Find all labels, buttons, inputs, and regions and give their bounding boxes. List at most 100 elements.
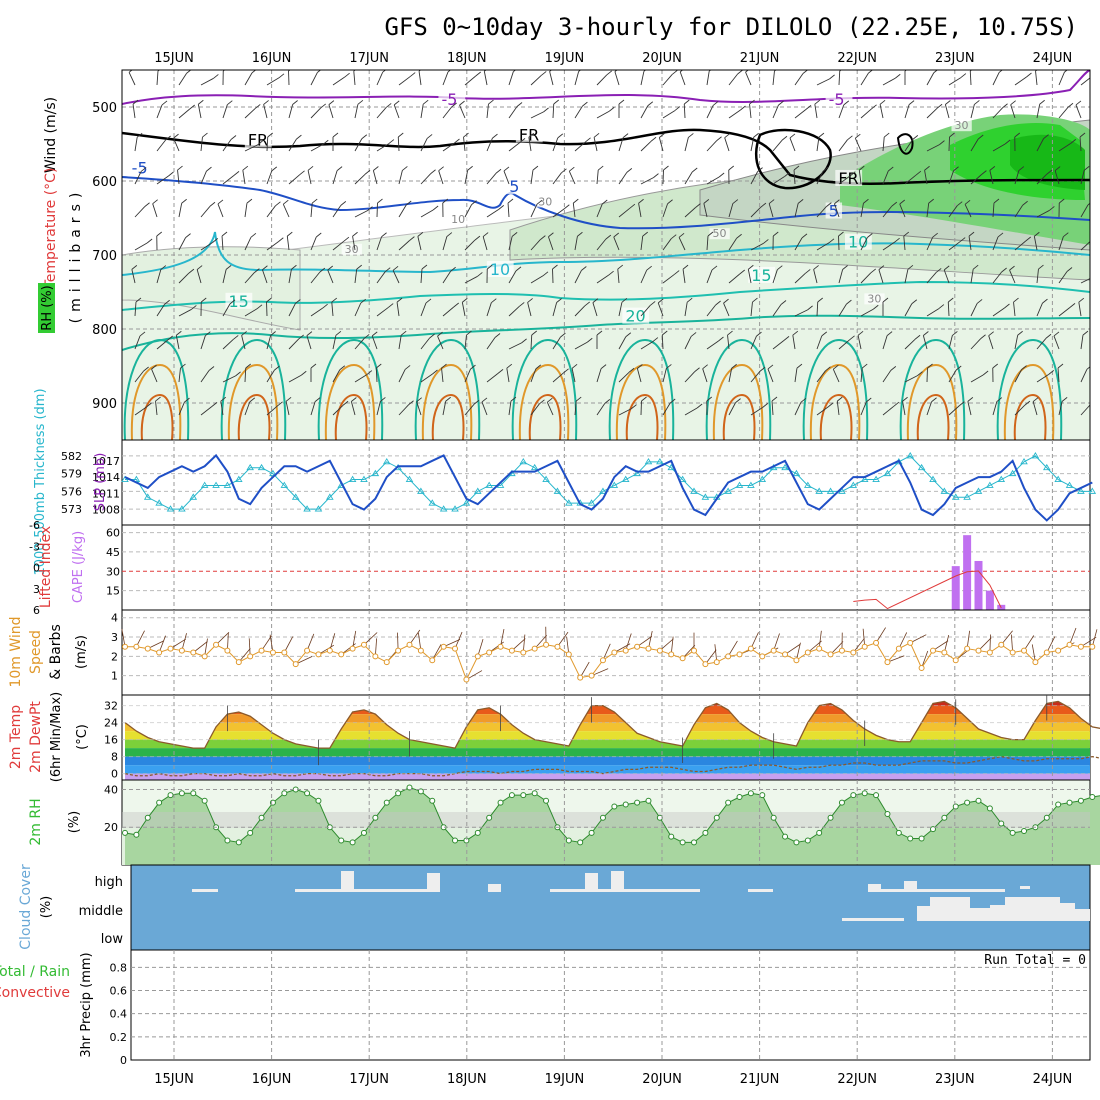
wind-barbs [128, 70, 1090, 416]
wind-barb [679, 71, 686, 86]
wind-barb [658, 137, 664, 152]
wind10-point [486, 649, 493, 656]
wind-barb-flag [274, 365, 280, 371]
wind10-barb [204, 638, 208, 657]
wind-barb-flag [974, 100, 980, 105]
wind-barb-flag [653, 173, 659, 178]
wind-barb-flag [322, 303, 328, 309]
wind-barb-flag [907, 264, 914, 270]
wind-barb-flag [694, 367, 700, 373]
thickness-point [1042, 463, 1051, 471]
wind-barb [242, 170, 246, 185]
wind-barb [1058, 236, 1064, 251]
wind-barb [750, 206, 762, 218]
thickness-point [121, 475, 129, 482]
wind-barb [152, 203, 158, 218]
thickness-point [929, 475, 937, 482]
wind-barb-flag [804, 269, 811, 274]
wind-barb-flag [797, 199, 804, 204]
cloud-clear-segment [192, 889, 218, 892]
wind-barb-flag [343, 236, 350, 242]
thickness-point [530, 463, 539, 471]
wind-barb [530, 204, 538, 218]
label-minmax: (6hr Min/Max) [49, 692, 64, 782]
label-cloud-units: (%) [39, 896, 54, 919]
wind-barb-flag [702, 364, 708, 370]
wind-barb-flag [475, 71, 482, 77]
wind-barb-flag [363, 334, 370, 339]
thickness-point [860, 475, 869, 482]
wind-barb [222, 269, 227, 284]
wind-barb [943, 269, 950, 284]
wind-barb-flag [1045, 333, 1052, 339]
temp-band [125, 731, 1090, 740]
wind-barb [640, 305, 651, 317]
thickness-point [792, 469, 801, 477]
wind-barb-flag [707, 231, 714, 237]
wind-barb [858, 170, 862, 185]
wind-barb [572, 203, 576, 218]
wind-barb-flag [328, 100, 335, 105]
wind-barb [398, 240, 410, 251]
rh2m-point [588, 829, 595, 836]
thickness-point [439, 505, 448, 512]
wind10-point [1066, 641, 1073, 648]
wind-barb [1079, 137, 1082, 152]
wind10-point [929, 647, 936, 654]
li-tick: -3 [29, 540, 40, 553]
wind10-point [326, 647, 333, 654]
wind-barb [530, 275, 544, 284]
wind-barb-flag [992, 363, 999, 369]
wind-barb-flag [800, 397, 807, 403]
wind-barb-flag [402, 166, 408, 171]
wind-barb [178, 108, 191, 119]
wind10-point [986, 649, 993, 656]
pressure-tick: 900 [92, 397, 117, 412]
wind-barb [376, 236, 382, 251]
wind-barb [354, 210, 368, 218]
contour-15-loop [802, 338, 869, 440]
rh2m-point [486, 814, 493, 821]
wind-barb [530, 170, 534, 185]
wind-barb-flag [829, 74, 835, 80]
wind-barb [970, 174, 982, 185]
wind-barb-flag [871, 104, 877, 110]
wind-barb [860, 108, 872, 119]
wind-barb [860, 308, 874, 317]
wind10-point [543, 641, 550, 648]
pressure-tick: 600 [92, 175, 117, 190]
wind-barb-flag [914, 334, 921, 340]
thickness-tick: 579 [61, 468, 82, 481]
wind10-point [1021, 647, 1028, 654]
wind-barb [282, 204, 290, 218]
wind-barb [706, 236, 709, 251]
wind-barb-flag [736, 233, 742, 239]
thickness-point [542, 475, 550, 482]
wind-barb-flag [650, 136, 657, 142]
wind-barb [750, 406, 763, 416]
wind-barb [992, 271, 1002, 284]
rh2m-point [1066, 799, 1073, 806]
wind-barb [332, 335, 337, 350]
wind-barb-flag [771, 396, 778, 402]
wind10-barb [830, 641, 844, 655]
wind-barb [1013, 302, 1016, 317]
wind-barb-flag [532, 165, 539, 171]
wind-barb [702, 368, 708, 383]
wind-barb [266, 205, 276, 218]
thickness-point [178, 505, 186, 512]
wind10-barb [978, 637, 992, 651]
wind10-point [281, 649, 288, 656]
wind-barb-flag [241, 331, 247, 336]
bottom-date-label: 22JUN [837, 1072, 877, 1087]
top-date-label: 20JUN [642, 51, 682, 66]
wind-barb [1035, 71, 1038, 86]
wind-barb-flag [213, 74, 219, 79]
thickness-point [644, 457, 653, 465]
wind-barb-flag [988, 331, 994, 337]
wind-barb-flag [430, 169, 436, 175]
wind-barb-flag [536, 199, 543, 205]
thickness-point [1088, 487, 1097, 494]
contour-15-loop [220, 338, 287, 440]
